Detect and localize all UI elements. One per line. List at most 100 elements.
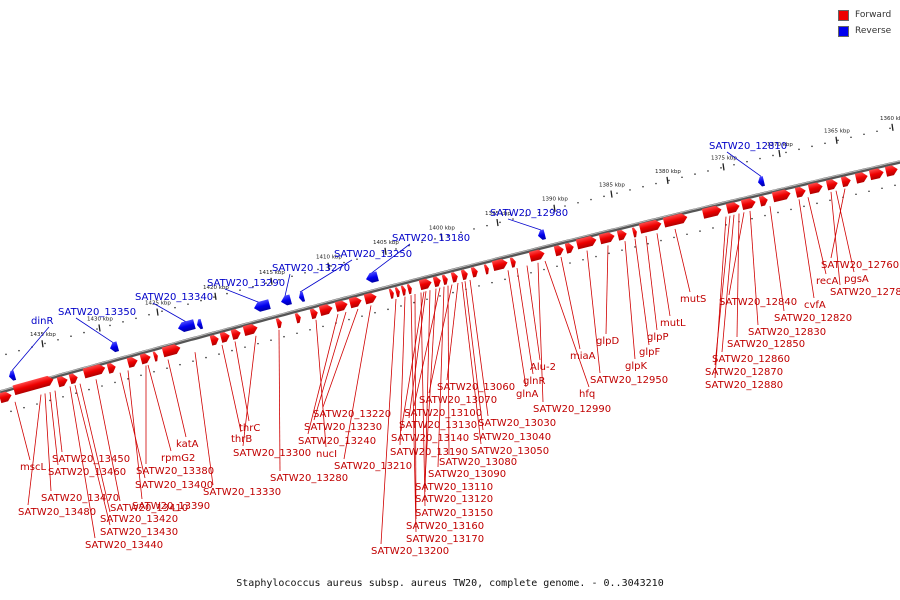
- forward-gene-shape: [441, 274, 448, 286]
- forward-gene: [598, 232, 615, 245]
- minor-tick: [270, 339, 272, 341]
- forward-gene-shape: [209, 334, 219, 346]
- forward-gene-shape: [294, 313, 301, 324]
- minor-tick: [712, 227, 714, 229]
- forward-gene-label: SATW20_13170: [406, 534, 484, 545]
- minor-tick: [5, 353, 7, 356]
- minor-tick: [18, 349, 20, 352]
- forward-gene: [771, 189, 791, 203]
- forward-gene: [794, 186, 806, 198]
- forward-gene: [230, 329, 241, 340]
- reverse-gene: [110, 341, 120, 353]
- forward-leader-line: [194, 352, 214, 486]
- minor-tick: [499, 221, 501, 224]
- gene-labels: mscL SATW20_13480 SATW20_13470 SATW20_13460…: [18, 141, 900, 557]
- reverse-leader-line: [284, 273, 291, 297]
- forward-gene-shape: [616, 229, 627, 241]
- forward-gene-shape: [418, 278, 432, 291]
- forward-gene-label: SATW20_13420: [100, 514, 178, 525]
- forward-leader-line: [400, 291, 425, 432]
- forward-gene-label: SATW20_13230: [304, 422, 382, 433]
- minor-tick: [75, 392, 77, 394]
- minor-tick: [439, 295, 441, 297]
- genome-caption: Staphylococcus aureus subsp. aureus TW20…: [236, 578, 664, 589]
- forward-gene-label: SATW20_13200: [371, 546, 449, 557]
- forward-gene: [418, 278, 432, 291]
- major-tick: [440, 233, 443, 241]
- tick-label: 1395 kbp: [485, 211, 511, 217]
- minor-tick: [70, 335, 72, 337]
- forward-gene: [840, 176, 851, 188]
- tick-label: 1420 kbp: [203, 285, 229, 291]
- minor-tick: [231, 349, 233, 352]
- tick-label: 1380 kbp: [655, 169, 681, 175]
- minor-tick: [122, 321, 124, 323]
- forward-gene-label: SATW20_13140: [391, 433, 469, 444]
- minor-tick: [309, 329, 311, 331]
- reverse-gene-label: SATW20_12810: [709, 141, 787, 152]
- forward-leader-line: [428, 284, 453, 394]
- minor-tick: [88, 388, 90, 391]
- tick-label: 1430 kbp: [87, 316, 113, 322]
- forward-gene: [470, 267, 478, 278]
- forward-gene-shape: [275, 318, 282, 329]
- legend-reverse-label: Reverse: [855, 26, 892, 36]
- forward-gene-label: glnA: [516, 389, 538, 400]
- minor-tick: [577, 201, 579, 204]
- forward-leader-line: [830, 188, 846, 259]
- forward-leader-line: [44, 393, 52, 492]
- tick-label: 1370 kbp: [767, 142, 793, 148]
- forward-leader-line: [736, 213, 740, 338]
- tick-label: 1410 kbp: [316, 255, 342, 261]
- reverse-gene: [758, 176, 765, 187]
- forward-leader-line: [656, 233, 671, 317]
- major-tick: [41, 340, 44, 348]
- forward-gene-shape: [432, 276, 441, 288]
- minor-tick: [629, 189, 631, 191]
- forward-gene: [388, 288, 394, 299]
- minor-tick: [83, 331, 85, 334]
- minor-tick: [343, 261, 345, 264]
- forward-gene-label: SATW20_12780: [830, 287, 900, 298]
- forward-gene-label: SATW20_13220: [313, 409, 391, 420]
- reverse-gene-label: dinR: [31, 316, 53, 327]
- minor-tick: [694, 173, 696, 175]
- forward-leader-line: [147, 364, 172, 452]
- forward-gene-label: pgsA: [844, 274, 869, 285]
- forward-leader-line: [769, 206, 785, 312]
- forward-gene: [0, 391, 12, 404]
- minor-tick: [374, 311, 376, 314]
- forward-gene-label: glnR: [523, 376, 545, 387]
- minor-tick: [551, 208, 553, 211]
- major-tick: [553, 204, 556, 212]
- forward-leader-line: [313, 311, 347, 421]
- minor-tick: [850, 136, 852, 139]
- forward-gene-shape: [56, 376, 68, 388]
- gene-track: [0, 165, 898, 404]
- forward-gene-label: Alu-2: [530, 362, 556, 373]
- minor-tick: [57, 338, 59, 341]
- forward-gene: [528, 249, 545, 262]
- minor-tick: [148, 313, 150, 316]
- forward-leader-line: [380, 298, 397, 545]
- minor-tick: [543, 268, 545, 271]
- forward-gene-shape: [528, 249, 545, 262]
- forward-gene: [406, 284, 412, 295]
- minor-tick: [114, 381, 116, 384]
- forward-gene-shape: [68, 373, 78, 385]
- forward-leader-line: [69, 386, 96, 539]
- forward-gene-label: thrC: [239, 423, 260, 434]
- minor-tick: [478, 285, 480, 287]
- minor-tick: [278, 278, 280, 281]
- forward-gene-label: SATW20_13050: [471, 446, 549, 457]
- minor-tick: [751, 217, 753, 220]
- minor-tick: [759, 157, 761, 160]
- legend-forward-label: Forward: [855, 10, 892, 20]
- forward-leader-line: [586, 250, 601, 374]
- forward-gene-label: SATW20_13080: [439, 457, 517, 468]
- minor-tick: [569, 262, 571, 264]
- reverse-gene: [9, 370, 17, 381]
- minor-tick: [881, 187, 883, 190]
- forward-gene-label: glpK: [625, 361, 647, 372]
- forward-leader-line: [645, 235, 658, 331]
